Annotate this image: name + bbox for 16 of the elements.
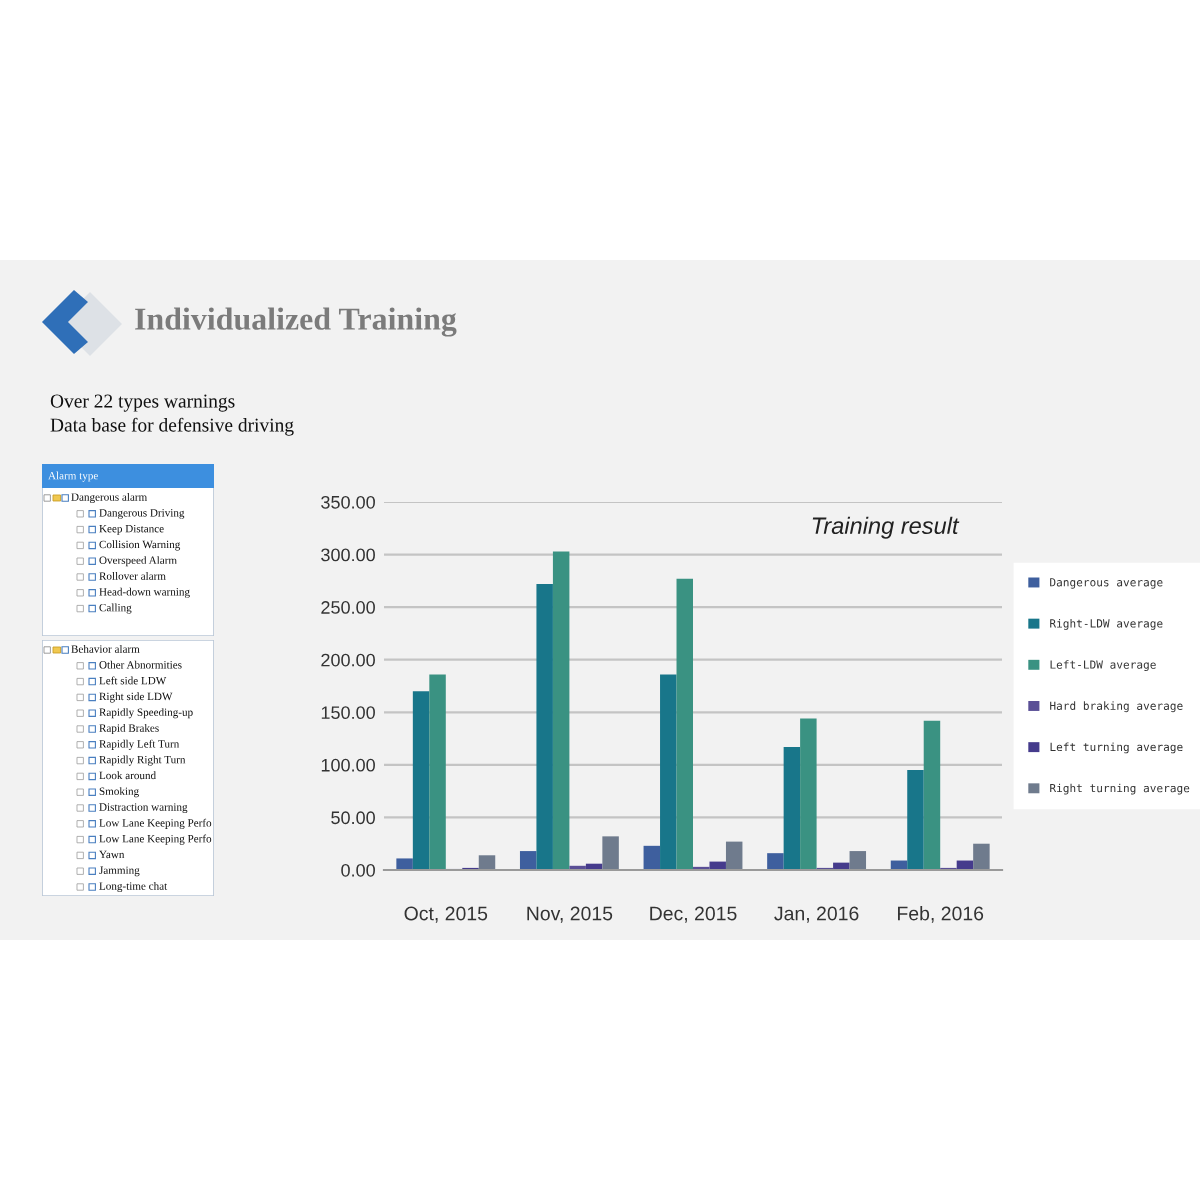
y-tick-label: 250.00 — [321, 601, 375, 614]
y-tick-label: 350.00 — [321, 495, 375, 509]
text: Over 22 types warnings Data base for defensive driving — [50, 394, 294, 436]
x-tick-label: Jan, 2016 — [774, 906, 859, 923]
annotation: Training result — [812, 516, 960, 539]
x-tick-label: Oct, 2015 — [404, 906, 488, 923]
y-tick-label: 150.00 — [321, 706, 375, 720]
y-tick-label: 100.00 — [321, 758, 375, 772]
chart-title: Individualized Training — [135, 307, 457, 337]
y-tick-label: 300.00 — [321, 548, 375, 562]
x-tick-label: Feb, 2016 — [898, 906, 984, 923]
x-tick-label: Dec, 2015 — [650, 906, 737, 923]
x-tick-label: Nov, 2015 — [527, 906, 613, 923]
y-tick-label: 50.00 — [331, 811, 375, 825]
y-tick-label: 200.00 — [321, 653, 375, 667]
y-tick-label: 0.00 — [341, 863, 375, 877]
